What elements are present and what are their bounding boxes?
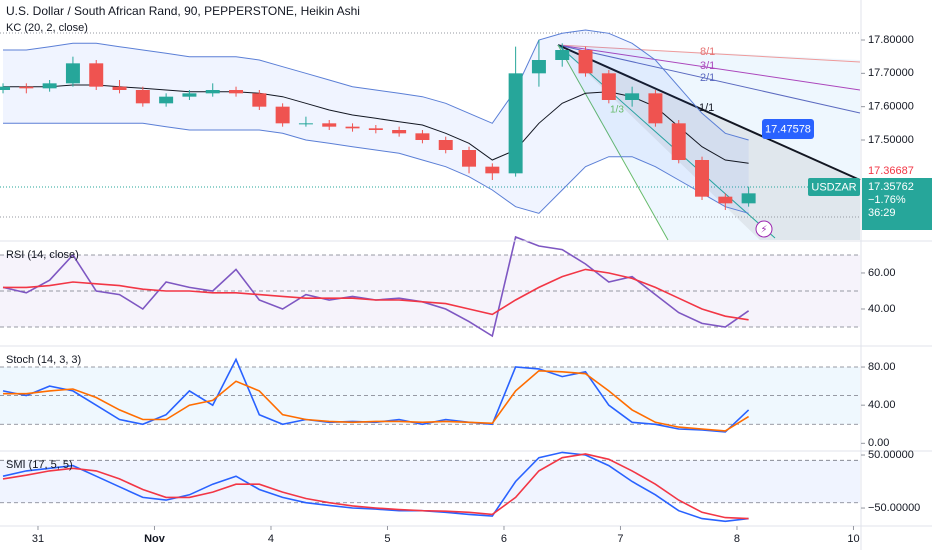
x-tick-label: 31 xyxy=(32,533,44,545)
candle-body xyxy=(648,93,663,124)
candle-body xyxy=(229,90,244,94)
fan-line xyxy=(557,44,776,239)
candle-body xyxy=(112,86,127,90)
candle-body xyxy=(0,86,11,90)
candle-body xyxy=(415,133,430,140)
countdown: 36:29 xyxy=(868,207,896,219)
candle-body xyxy=(392,130,407,134)
fan-label: 1/1 xyxy=(699,102,714,114)
x-tick-label: 4 xyxy=(268,533,274,545)
x-tick-label: 5 xyxy=(384,533,390,545)
kc-fill xyxy=(3,30,749,214)
y-tick-label: −50.00000 xyxy=(868,502,920,514)
candle-body xyxy=(159,96,174,104)
y-tick-label: 40.00 xyxy=(868,399,896,411)
fan-line xyxy=(557,44,861,91)
indicator-label: SMI (17, 5, 5) xyxy=(6,459,73,471)
indicator-label: KC (20, 2, close) xyxy=(6,22,88,34)
indicator-label: RSI (14, close) xyxy=(6,249,79,261)
candle-body xyxy=(322,123,337,127)
candle-body xyxy=(65,63,80,84)
candle-body xyxy=(485,166,500,174)
y-tick-label: 60.00 xyxy=(868,267,896,279)
target-label: 17.47578 xyxy=(765,123,811,135)
indicator-line xyxy=(2,453,749,520)
change: −1.76% xyxy=(868,194,906,206)
chart-title: U.S. Dollar / South African Rand, 90, PE… xyxy=(6,4,360,18)
y-tick-label: 17.60000 xyxy=(868,101,914,113)
kc-line xyxy=(3,84,749,164)
last-price: 17.35762 xyxy=(868,181,914,193)
candle-body xyxy=(462,150,477,167)
kc-line xyxy=(3,122,749,214)
y-tick-label: 17.70000 xyxy=(868,67,914,79)
candle-body xyxy=(531,60,546,74)
fan-line xyxy=(557,44,861,181)
candle-body xyxy=(42,83,57,89)
candle-body xyxy=(275,106,290,124)
y-tick-label: 0.00 xyxy=(868,437,889,449)
x-tick-label: 6 xyxy=(501,533,507,545)
candle-body xyxy=(205,90,220,94)
event-icon[interactable] xyxy=(755,220,773,238)
event-icon-glyph: ⚡ xyxy=(760,225,767,236)
y-tick-label: 80.00 xyxy=(868,361,896,373)
fan-label: 2/1 xyxy=(700,72,715,84)
candle-body xyxy=(671,123,686,160)
candle-body xyxy=(601,73,616,100)
indicator-line xyxy=(2,451,749,523)
y-tick-label: 17.80000 xyxy=(868,34,914,46)
y-tick-label: 50.00000 xyxy=(868,449,914,461)
fan-label: 3/1 xyxy=(700,60,715,72)
fan-line xyxy=(557,44,861,63)
candle-body xyxy=(19,86,34,89)
x-tick-label: 7 xyxy=(617,533,623,545)
indicator-line xyxy=(3,369,750,432)
candle-body xyxy=(368,128,383,130)
kc-line xyxy=(3,29,749,141)
fan-label: 1/3 xyxy=(610,105,624,116)
candle-body xyxy=(578,50,593,74)
target-box xyxy=(762,119,814,139)
candle-body xyxy=(252,93,267,107)
candle-body xyxy=(695,160,710,197)
x-tick-label: Nov xyxy=(144,533,166,545)
candle-body xyxy=(555,50,570,60)
indicator-label: Stoch (14, 3, 3) xyxy=(6,354,81,366)
fan-line xyxy=(557,44,861,114)
symbol-badge xyxy=(808,178,860,196)
candle-body xyxy=(438,140,453,150)
y-tick-label: 17.50000 xyxy=(868,134,914,146)
candle-body xyxy=(508,73,523,174)
indicator-line xyxy=(3,268,749,321)
fan-label: 8/1 xyxy=(700,46,715,58)
indicator-line xyxy=(2,357,750,433)
candle-body xyxy=(298,123,313,125)
candle-body xyxy=(135,90,150,104)
price-box xyxy=(862,178,932,230)
band-fill xyxy=(0,460,860,503)
high-price-label: 17.36687 xyxy=(868,165,914,177)
candle-body xyxy=(741,193,756,204)
plots xyxy=(0,29,860,523)
x-tick-label: 8 xyxy=(734,533,740,545)
fan-line xyxy=(557,44,669,241)
candle-body xyxy=(182,93,197,97)
candle-body xyxy=(345,126,360,129)
y-tick-label: 40.00 xyxy=(868,303,896,315)
candle-body xyxy=(718,196,733,204)
symbol: USDZAR xyxy=(811,181,856,193)
candle-body xyxy=(89,63,104,87)
x-tick-label: 10 xyxy=(847,533,859,545)
candle-body xyxy=(625,93,640,100)
